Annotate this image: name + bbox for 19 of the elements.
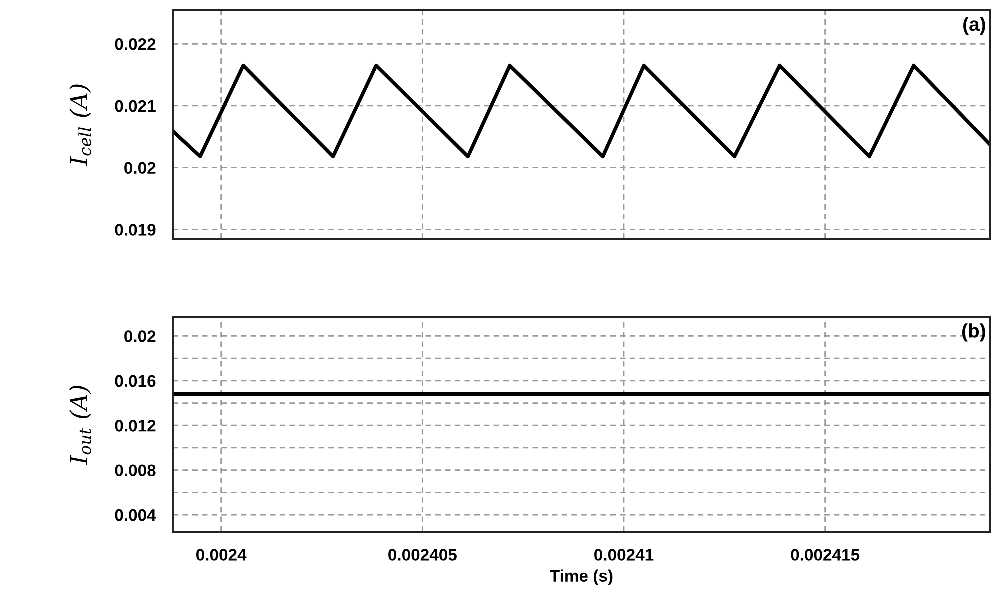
x-tick-label: 0.0024 (196, 549, 247, 561)
y-tick-label: 0.021 (115, 100, 156, 112)
annotation: (b) (962, 324, 986, 342)
y-tick-label: 0.02 (124, 162, 156, 174)
y-tick-label: 0.02 (124, 330, 156, 342)
x-tick-label: 0.00241 (594, 549, 654, 561)
line-series (173, 64, 990, 159)
y-tick-label: 0.012 (115, 420, 156, 432)
y-tick-label: 0.022 (115, 38, 156, 50)
annotation: (a) (964, 16, 986, 36)
y-tick-label: 0.016 (115, 375, 156, 388)
y-tick-label: 0.004 (115, 509, 156, 522)
x-tick-label: 0.002415 (791, 549, 860, 561)
y-axis-title: I$_{out}$ (A) (70, 386, 92, 466)
x-tick-label: 0.002405 (388, 549, 457, 561)
y-tick-label: 0.008 (115, 464, 156, 477)
y-tick-label: 0.019 (115, 224, 156, 236)
y-axis-title: I$_{cell}$ (A) (70, 84, 92, 166)
x-axis-title: Time (s) (550, 570, 613, 586)
